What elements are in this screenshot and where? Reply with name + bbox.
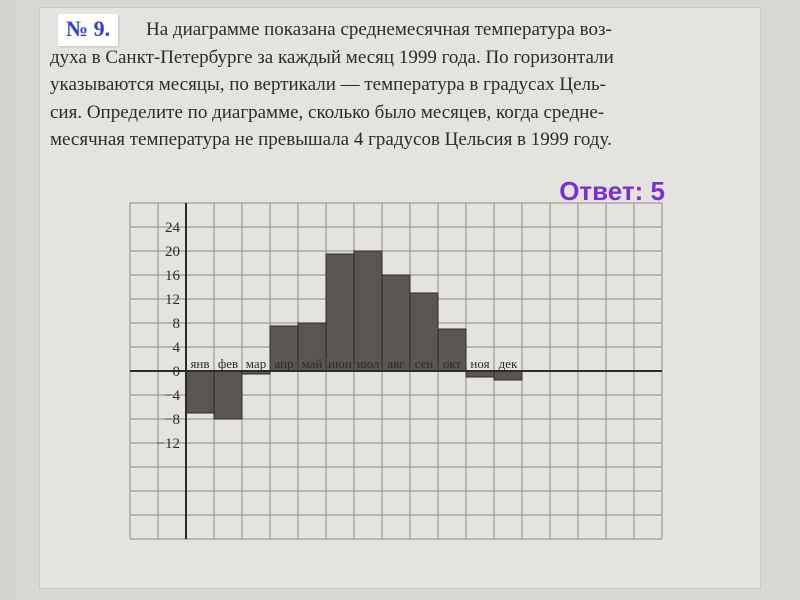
- temperature-chart: 24 20 16 12 8 4 0 −4 −8 −12 янвфевмарапрмайиюниюла…: [120, 193, 680, 573]
- y-tick-label: 4: [173, 340, 181, 356]
- y-tick-label: 0: [173, 364, 181, 380]
- y-tick-label: 8: [173, 316, 181, 332]
- month-label: дек: [499, 356, 518, 371]
- month-label: авг: [387, 356, 404, 371]
- problem-line-5: месячная температура не превышала 4 град…: [50, 129, 612, 150]
- problem-line-1: На диаграмме показана среднемесячная тем…: [146, 19, 612, 40]
- bar: [354, 251, 382, 371]
- y-tick-label: 16: [165, 268, 181, 284]
- page: На диаграмме показана среднемесячная тем…: [0, 0, 800, 600]
- month-label: июн: [328, 356, 352, 371]
- problem-line-4: сия. Определите по диаграмме, сколько бы…: [50, 102, 604, 123]
- problem-line-2: духа в Санкт-Петербурге за каждый месяц …: [50, 47, 614, 68]
- y-tick-label: 12: [165, 292, 180, 308]
- month-label: сен: [415, 356, 434, 371]
- bar: [326, 254, 354, 371]
- chart-svg: 24 20 16 12 8 4 0 −4 −8 −12 янвфевмарапрмайиюниюла…: [120, 193, 680, 573]
- problem-number-label: № 9.: [66, 16, 110, 41]
- y-tick-label: −12: [157, 436, 180, 452]
- month-label: янв: [190, 356, 209, 371]
- problem-number: № 9.: [58, 14, 118, 46]
- month-label: апр: [274, 356, 293, 371]
- month-label: окт: [443, 356, 462, 371]
- bar: [494, 371, 522, 380]
- scan-panel: На диаграмме показана среднемесячная тем…: [40, 8, 760, 588]
- y-tick-label: 20: [165, 244, 180, 260]
- bar: [214, 371, 242, 419]
- y-tick-label: 24: [165, 220, 181, 236]
- month-label: май: [302, 356, 323, 371]
- problem-line-3: указываются месяцы, по вертикали — темпе…: [50, 74, 606, 95]
- month-label: ноя: [470, 356, 489, 371]
- y-tick-label: −8: [164, 412, 180, 428]
- problem-text: На диаграмме показана среднемесячная тем…: [50, 16, 750, 154]
- y-tick-label: −4: [164, 388, 180, 404]
- month-label: мар: [246, 356, 266, 371]
- bar: [186, 371, 214, 413]
- month-label: фев: [218, 356, 238, 371]
- month-label: июл: [357, 356, 380, 371]
